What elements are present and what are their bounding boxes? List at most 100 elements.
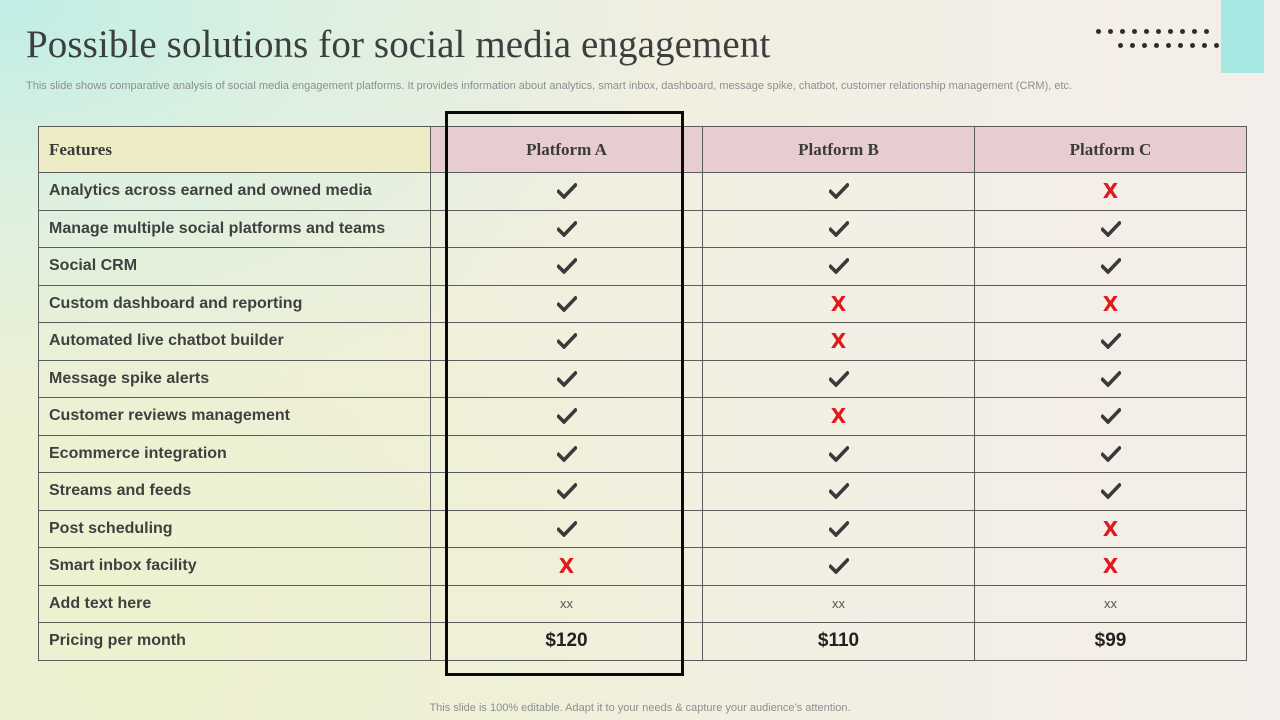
table-row: Streams and feeds [38,472,1247,511]
feature-label: Automated live chatbot builder [38,322,431,361]
header-platform-c: Platform C [974,126,1247,173]
placeholder-value: xx [1104,595,1117,611]
feature-label: Custom dashboard and reporting [38,284,431,323]
check-icon [1100,332,1121,350]
platform-b-cell: xx [702,584,975,623]
platform-a-cell: xx [430,584,703,623]
header-features: Features [38,126,431,173]
feature-label: Manage multiple social platforms and tea… [38,209,431,248]
slide-subtitle: This slide shows comparative analysis of… [26,80,1073,92]
table-row: Manage multiple social platforms and tea… [38,209,1247,248]
decorative-dots-bottom [1118,43,1231,48]
header-platform-b: Platform B [702,126,975,173]
feature-label: Customer reviews management [38,397,431,436]
check-icon [556,445,577,462]
platform-a-cell: $120 [430,622,703,661]
table-row: Add text here xx xx xx [38,584,1247,623]
check-icon [556,482,577,500]
platform-b-cell [702,172,975,211]
check-icon [1100,445,1121,462]
platform-a-cell [430,322,703,361]
check-icon [828,182,849,200]
feature-label: Ecommerce integration [38,434,431,473]
cross-icon: X [1102,554,1119,579]
platform-a-cell: X [430,547,703,586]
table-row: Custom dashboard and reporting X X [38,284,1247,323]
platform-a-cell [430,209,703,248]
platform-a-cell [430,172,703,211]
platform-b-cell: X [702,397,975,436]
table-row: Message spike alerts [38,359,1247,398]
corner-accent-block [1221,0,1264,73]
cross-icon: X [830,291,847,316]
table-row: Customer reviews management X [38,397,1247,436]
check-icon [556,257,577,275]
platform-b-cell [702,547,975,586]
platform-b-cell [702,247,975,286]
platform-b-cell [702,509,975,548]
platform-c-cell: X [974,284,1247,323]
check-icon [1100,407,1121,425]
cross-icon: X [1102,291,1119,316]
placeholder-value: xx [560,595,573,611]
cross-icon: X [830,404,847,429]
price-value: $120 [545,630,588,652]
feature-label: Social CRM [38,247,431,286]
check-icon [556,182,577,200]
feature-label: Pricing per month [38,622,431,661]
platform-c-cell [974,247,1247,286]
platform-c-cell: $99 [974,622,1247,661]
platform-b-cell: X [702,322,975,361]
check-icon [1100,482,1121,500]
feature-label: Streams and feeds [38,472,431,511]
check-icon [828,557,849,575]
platform-c-cell [974,472,1247,511]
check-icon [556,295,577,312]
check-icon [828,370,849,387]
check-icon [556,407,577,425]
comparison-table: Features Platform A Platform B Platform … [38,126,1247,661]
cross-icon: X [1102,516,1119,541]
price-value: $99 [1094,630,1127,652]
cross-icon: X [830,329,847,354]
platform-b-cell [702,209,975,248]
platform-b-cell [702,359,975,398]
platform-c-cell [974,397,1247,436]
check-icon [828,520,849,537]
check-icon [556,520,577,537]
decorative-dots-top [1096,29,1209,34]
feature-label: Smart inbox facility [38,547,431,586]
price-value: $110 [817,630,860,652]
table-header-row: Features Platform A Platform B Platform … [38,126,1247,173]
check-icon [1100,257,1121,275]
feature-label: Add text here [38,584,431,623]
cross-icon: X [1102,179,1119,204]
cross-icon: X [558,554,575,579]
platform-a-cell [430,397,703,436]
table-row: Post scheduling X [38,509,1247,548]
platform-a-cell [430,434,703,473]
check-icon [828,482,849,500]
platform-b-cell [702,434,975,473]
table-row: Social CRM [38,247,1247,286]
table-row: Pricing per month $120 $110 $99 [38,622,1247,661]
platform-b-cell [702,472,975,511]
check-icon [1100,220,1121,237]
check-icon [556,370,577,387]
platform-a-cell [430,509,703,548]
table-row: Ecommerce integration [38,434,1247,473]
platform-c-cell: xx [974,584,1247,623]
table-row: Automated live chatbot builder X [38,322,1247,361]
feature-label: Analytics across earned and owned media [38,172,431,211]
feature-label: Post scheduling [38,509,431,548]
header-platform-a: Platform A [430,126,703,173]
platform-b-cell: X [702,284,975,323]
table-row: Analytics across earned and owned media X [38,172,1247,211]
placeholder-value: xx [832,595,845,611]
slide-footer: This slide is 100% editable. Adapt it to… [429,702,851,714]
platform-a-cell [430,359,703,398]
platform-b-cell: $110 [702,622,975,661]
check-icon [1100,370,1121,387]
platform-c-cell [974,434,1247,473]
check-icon [556,332,577,350]
